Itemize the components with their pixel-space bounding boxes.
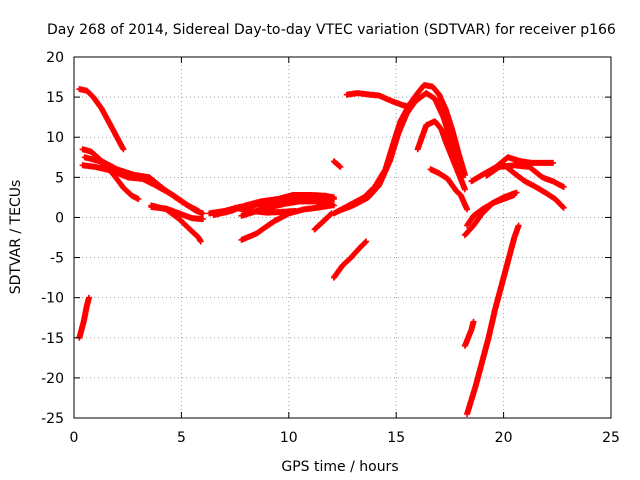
axis-ticks: 0 5 10 15 20 25 -25 -20 -15 -10 -5 0 5 10 15 20 [41,50,620,446]
data-series [464,222,522,417]
x-tick-label: 10 [280,430,298,446]
y-tick-label: 0 [55,210,64,226]
y-tick-label: -5 [50,251,64,267]
data-point [330,202,337,209]
data-point [461,186,468,193]
plot-frame [73,56,612,419]
data-series [232,204,299,216]
data-series [330,238,370,281]
data-series [330,158,344,170]
data-point [337,163,344,170]
data-point [513,189,520,196]
data-points [76,82,567,417]
data-point [362,239,369,246]
data-point [199,210,206,217]
data-series [414,118,468,193]
data-point [550,159,556,166]
y-tick-label: 15 [46,90,64,106]
data-point [135,196,142,202]
data-series [148,202,204,245]
data-series [238,198,337,219]
data-series [81,154,142,202]
data-point [406,103,413,110]
grid-lines [74,57,611,418]
x-tick-label: 5 [177,430,186,446]
y-tick-label: 20 [46,50,64,66]
data-point [86,294,92,301]
x-tick-label: 20 [495,430,513,446]
data-point [197,238,204,245]
y-tick-label: -25 [41,411,64,427]
data-point [199,216,206,222]
data-point [330,194,337,201]
data-point [195,208,202,214]
data-point [363,238,370,245]
y-tick-label: 5 [55,170,64,186]
y-tick-label: -15 [41,331,64,347]
y-tick-label: 10 [46,130,64,146]
data-series [498,159,567,211]
data-point [464,206,471,213]
x-axis-label: GPS time / hours [281,459,398,475]
x-tick-label: 25 [602,430,620,446]
y-axis-label: SDTVAR / TECUs [8,180,24,295]
data-series [76,294,92,341]
y-tick-label: -10 [41,291,64,307]
data-point [292,208,299,214]
data-point [515,222,522,229]
data-series [76,86,127,153]
data-series [483,162,567,190]
data-series [79,162,202,214]
data-series [311,210,335,233]
data-series [335,90,466,214]
chart-title: Day 268 of 2014, Sidereal Day-to-day VTE… [47,22,616,38]
data-point [560,184,567,190]
data-series [461,189,520,239]
data-point [120,146,127,153]
y-tick-label: -20 [41,371,64,387]
x-tick-label: 0 [70,430,79,446]
data-point [560,204,567,211]
x-tick-label: 15 [387,430,405,446]
data-series [461,318,477,349]
data-series [343,90,413,110]
data-series [148,204,206,222]
data-series [427,166,471,213]
data-point [470,318,477,325]
